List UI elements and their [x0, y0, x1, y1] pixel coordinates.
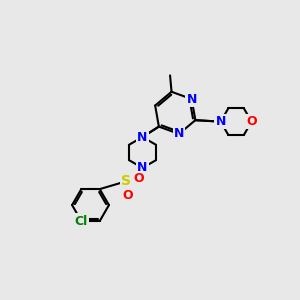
Text: N: N	[174, 128, 184, 140]
Text: N: N	[137, 161, 148, 174]
Text: O: O	[133, 172, 144, 185]
Text: N: N	[137, 130, 148, 143]
Text: N: N	[215, 115, 226, 128]
Text: S: S	[121, 174, 131, 188]
Text: O: O	[122, 189, 133, 202]
Text: Cl: Cl	[75, 214, 88, 227]
Text: O: O	[246, 115, 257, 128]
Text: N: N	[187, 93, 197, 106]
